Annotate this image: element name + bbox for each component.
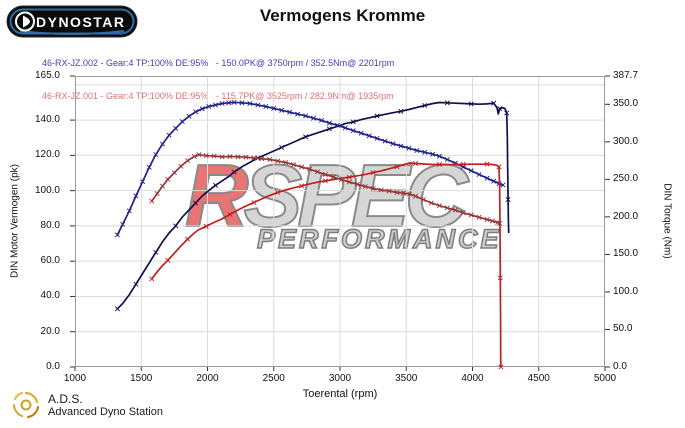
y-left-tick-label: 165.0 [34,70,60,81]
x-axis-tick-label: 1000 [63,373,87,384]
footer-text: A.D.S. Advanced Dyno Station [48,392,163,419]
y-right-tick-label: 200.0 [613,210,639,222]
legend: 46-RX-JZ.002 - Gear:4 TP:100% DE:95% - 1… [42,36,394,124]
x-axis-tick-label: 2500 [262,373,285,384]
curve-power-002 [116,101,510,310]
y-right-tick-label: 350.0 [613,98,639,110]
footer-abbr: A.D.S. [48,391,83,406]
y-right-tick-label: 100.0 [613,285,639,297]
x-axis-tick-label: 2000 [196,373,219,384]
y-left-tick-label: 140.0 [34,114,60,126]
markers-torque-001 [149,152,503,226]
y-left-tick-label: 20.0 [40,325,60,337]
markers-power-002 [114,100,511,312]
x-axis-tick-label: 4500 [527,373,550,384]
logo-wordmark: DYNOSTAR [36,14,126,30]
y-right-tick-label: 250.0 [613,173,639,185]
footer: A.D.S. Advanced Dyno Station [10,389,163,421]
x-axis-tick-label: 3500 [395,373,418,384]
y-right-tick-label: 300.0 [613,135,639,147]
plot-area: 1000 1500 2000 2500 3000 3500 4000 4500 5000 165.… [35,70,638,384]
y-right-tick-label: 0.0 [613,361,627,372]
legend-run-001: 46-RX-JZ.001 - Gear:4 TP:100% DE:95% - 1… [42,91,394,101]
markers-power-001 [149,160,504,370]
y-left-tick-label: 80.0 [40,219,60,231]
legend-run-002: 46-RX-JZ.002 - Gear:4 TP:100% DE:95% - 1… [42,58,395,68]
x-axis-tick-label: 1500 [130,373,153,384]
markers-torque-002 [114,99,506,238]
footer-name: Advanced Dyno Station [48,405,163,418]
plot-frame [75,76,605,367]
y-axis-title-right: DIN Torque (Nm) [661,183,673,259]
curves-canvas [70,75,610,371]
y-left-tick-label: 100.0 [34,184,60,196]
y-left-tick-label: 120.0 [34,149,60,161]
y-left-tick-label: 60.0 [40,255,60,267]
y-right-tick-label: 387.7 [613,70,639,81]
y-right-tick-label: 150.0 [613,248,639,260]
y-left-tick-label: 0.0 [46,361,60,372]
x-axis-tick-label: 3000 [328,373,352,384]
rspec-watermark-performance: Performance [256,223,502,255]
dynostar-logo: DYNOSTAR [6,5,138,44]
x-axis-title: Toerental (rpm) [302,388,378,400]
page-title: Vermogens Kromme [259,6,426,25]
ads-turbine-icon [12,391,40,419]
y-left-tick-label: 40.0 [40,290,60,302]
x-axis-tick-label: 5000 [593,373,617,384]
y-right-tick-label: 50.0 [613,323,633,335]
x-axis-tick-label: 4000 [461,373,484,384]
dynostar-logo-graphic: DYNOSTAR [6,5,138,38]
